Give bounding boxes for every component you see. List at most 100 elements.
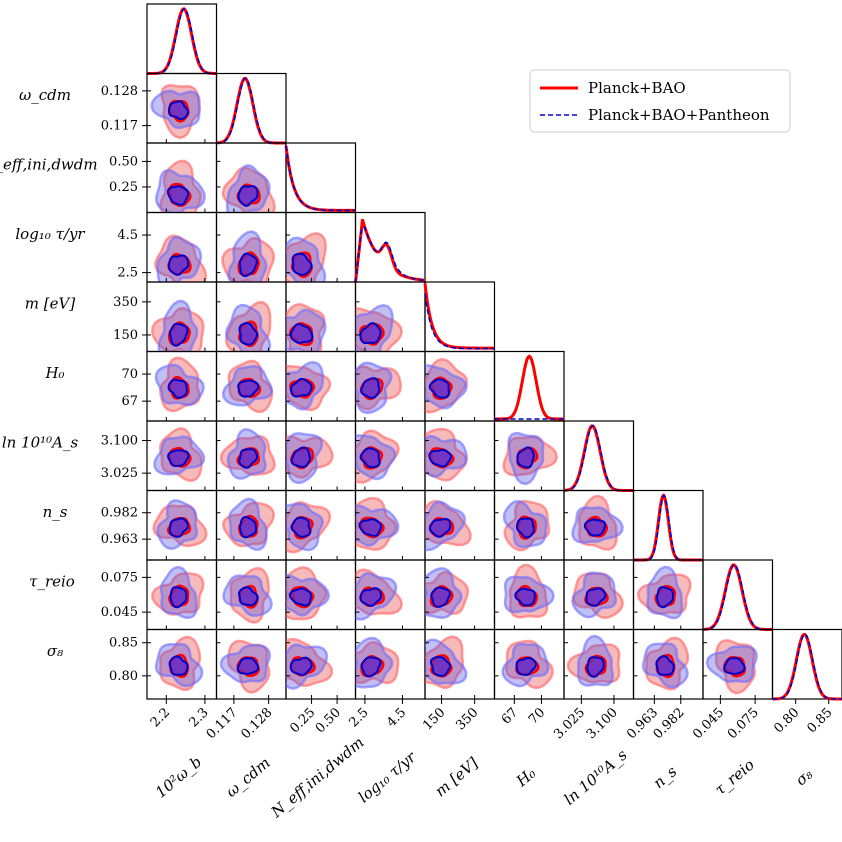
contour-panel-omega_cdm-ns: [215, 489, 287, 561]
diag-panel-H0: [493, 350, 565, 422]
planck-bao-curve: [703, 563, 773, 631]
contour-panel-omega_cdm-sigma8: [215, 628, 287, 700]
contour-panel-neff-sigma8: [285, 628, 357, 700]
planck-bao-pantheon-1sigma: [236, 657, 260, 675]
contour-panel-lnAs-ns: [563, 489, 635, 561]
diag-panel-tau_reio: [702, 559, 774, 631]
planck-bao-pantheon-curve: [772, 633, 842, 700]
contour-panel-omega_b-neff: [146, 142, 218, 214]
panel-frame: [493, 350, 565, 422]
row-tick-label: 3.025: [101, 466, 138, 481]
planck-bao-curve: [284, 145, 356, 212]
planck-bao-pantheon-1sigma: [358, 518, 383, 538]
col-label-m: m [eV]: [431, 754, 481, 800]
contour-panel-tau_reio-sigma8: [702, 628, 774, 700]
planck-bao-pantheon-1sigma: [288, 587, 313, 607]
col-label-log_tau: log₁₀ τ/yr: [355, 747, 420, 806]
contour-panel-omega_cdm-m: [215, 281, 287, 353]
row-tick-label: 0.982: [101, 506, 138, 521]
contour-panel-H0-tau_reio: [493, 559, 565, 631]
contour-panel-neff-tau_reio: [285, 559, 357, 631]
diag-panel-log_tau: [354, 211, 426, 283]
col-tick-label: 350: [453, 705, 481, 733]
planck-bao-pantheon-1sigma: [514, 587, 536, 607]
col-tick-label: 0.117: [204, 705, 241, 742]
row-tick-label: 0.117: [101, 119, 138, 134]
planck-bao-pantheon-1sigma: [168, 100, 190, 121]
row-tick-label: 0.045: [101, 605, 138, 620]
panel-frame: [285, 142, 357, 214]
planck-bao-pantheon-1sigma: [169, 586, 188, 609]
diag-panel-lnAs: [563, 420, 635, 492]
col-tick-label: 150: [420, 705, 448, 733]
planck-bao-pantheon-1sigma: [238, 322, 259, 346]
planck-bao-pantheon-1sigma: [168, 517, 189, 538]
planck-bao-pantheon-1sigma: [429, 656, 452, 678]
planck-bao-pantheon-1sigma: [238, 516, 257, 539]
contour-panel-log_tau-tau_reio: [354, 559, 426, 631]
contour-panel-m-ns: [424, 489, 496, 561]
planck-bao-pantheon-1sigma: [586, 656, 605, 678]
planck-bao-pantheon-curve: [703, 563, 773, 631]
contour-panel-log_tau-sigma8: [354, 628, 426, 700]
col-label-tau_reio: τ_reio: [711, 756, 758, 799]
planck-bao-pantheon-1sigma: [238, 252, 258, 278]
panel-frame: [771, 628, 842, 700]
planck-bao-curve: [633, 492, 703, 562]
planck-bao-pantheon-1sigma: [515, 656, 538, 676]
diag-panel-m: [423, 281, 496, 353]
planck-bao-pantheon-1sigma: [585, 587, 607, 607]
row-tick-label: 67: [121, 394, 138, 409]
contour-panel-omega_b-m: [146, 281, 218, 353]
planck-bao-pantheon-curve: [285, 145, 356, 212]
planck-bao-pantheon-curve: [424, 293, 495, 350]
diag-panel-sigma8: [771, 628, 842, 701]
col-label-sigma8: σ₈: [792, 765, 816, 789]
col-label-neff: N_eff,ini,dwdm: [267, 733, 368, 821]
col-label-lnAs: ln 10¹⁰A_s: [560, 746, 630, 809]
planck-bao-pantheon-1sigma: [289, 378, 313, 398]
planck-bao-pantheon-1sigma: [359, 587, 383, 607]
planck-bao-pantheon-1sigma: [655, 654, 675, 676]
contour-panel-m-tau_reio: [424, 559, 496, 631]
contour-panel-log_tau-m: [354, 281, 426, 353]
planck-bao-pantheon-1sigma: [166, 185, 190, 206]
diag-panel-omega_cdm: [215, 72, 287, 145]
legend: Planck+BAO Planck+BAO+Pantheon: [529, 69, 791, 133]
contour-panel-omega_b-lnAs: [146, 420, 218, 492]
panel-frame: [563, 420, 635, 492]
row-tick-label: 70: [121, 367, 138, 382]
contour-panel-ns-sigma8: [632, 628, 704, 700]
contour-panel-omega_cdm-log_tau: [215, 211, 287, 283]
col-tick-label: 70: [526, 705, 548, 727]
col-tick-label: 4.5: [384, 705, 409, 730]
contour-panel-m-lnAs: [424, 420, 496, 492]
panel-frame: [424, 281, 496, 353]
planck-bao-pantheon-curve: [216, 77, 286, 144]
contour-panel-ns-tau_reio: [632, 559, 704, 631]
col-tick-label: 0.25: [287, 705, 318, 736]
contour-panel-m-H0: [424, 350, 496, 422]
contour-panel-H0-sigma8: [493, 628, 565, 700]
contour-panel-neff-ns: [285, 489, 357, 561]
col-tick-label: 67: [499, 705, 521, 727]
planck-bao-pantheon-curve: [564, 424, 634, 492]
contour-panel-omega_b-log_tau: [146, 211, 218, 283]
planck-bao-pantheon-1sigma: [516, 446, 535, 469]
row-label-log_tau: log₁₀ τ/yr: [15, 225, 85, 243]
planck-bao-pantheon-curve: [354, 226, 426, 283]
planck-bao-curve: [772, 632, 842, 701]
row-label-m: m [eV]: [25, 294, 76, 312]
contour-panel-H0-ns: [493, 489, 565, 561]
planck-bao-pantheon-1sigma: [169, 322, 189, 347]
planck-bao-pantheon-1sigma: [359, 447, 381, 469]
row-tick-label: 0.25: [109, 180, 138, 195]
planck-bao-pantheon-1sigma: [289, 323, 314, 344]
col-label-omega_cdm: ω_cdm: [222, 754, 273, 801]
planck-bao-pantheon-1sigma: [359, 322, 382, 345]
row-tick-label: 0.85: [109, 636, 138, 651]
planck-bao-curve: [216, 76, 286, 145]
planck-bao-curve: [423, 283, 495, 350]
row-tick-label: 3.100: [101, 434, 138, 449]
